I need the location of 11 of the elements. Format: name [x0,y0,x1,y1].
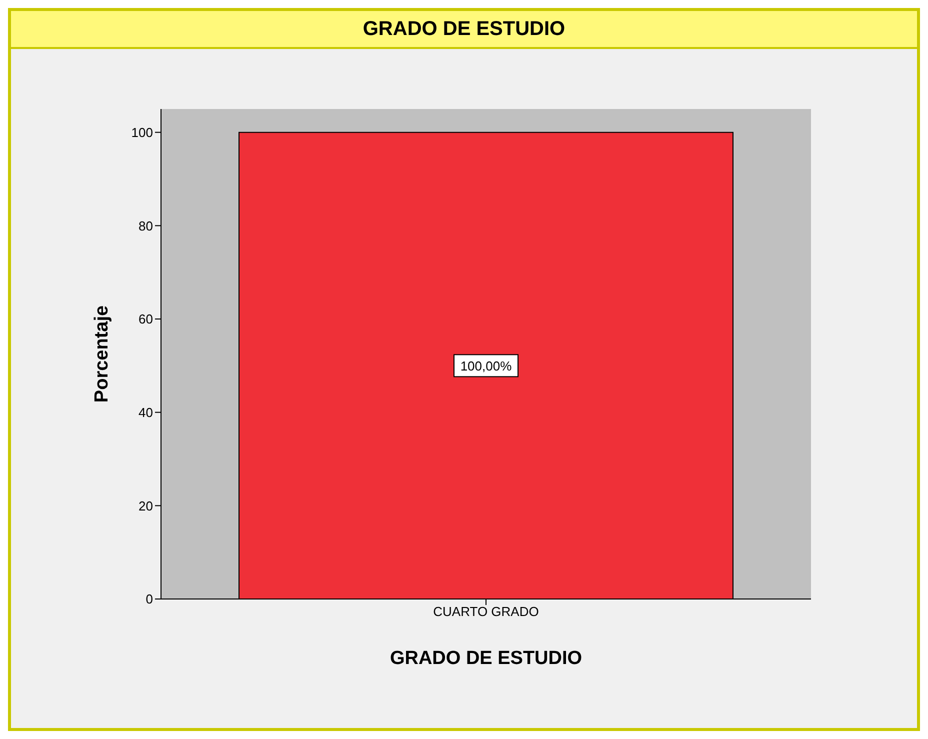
y-tick-label: 100 [131,124,153,140]
x-axis-title: GRADO DE ESTUDIO [390,648,582,669]
y-tick-label: 0 [146,592,153,607]
chart-title: GRADO DE ESTUDIO [11,11,917,49]
y-tick-label: 80 [138,218,153,234]
y-tick-label: 20 [138,498,153,514]
y-axis-title: Porcentaje [92,305,113,403]
y-tick-label: 40 [138,404,153,420]
y-tick-label: 60 [138,312,153,327]
x-tick-label: CUARTO GRADO [433,604,539,620]
data-label: 100,00% [460,358,512,374]
